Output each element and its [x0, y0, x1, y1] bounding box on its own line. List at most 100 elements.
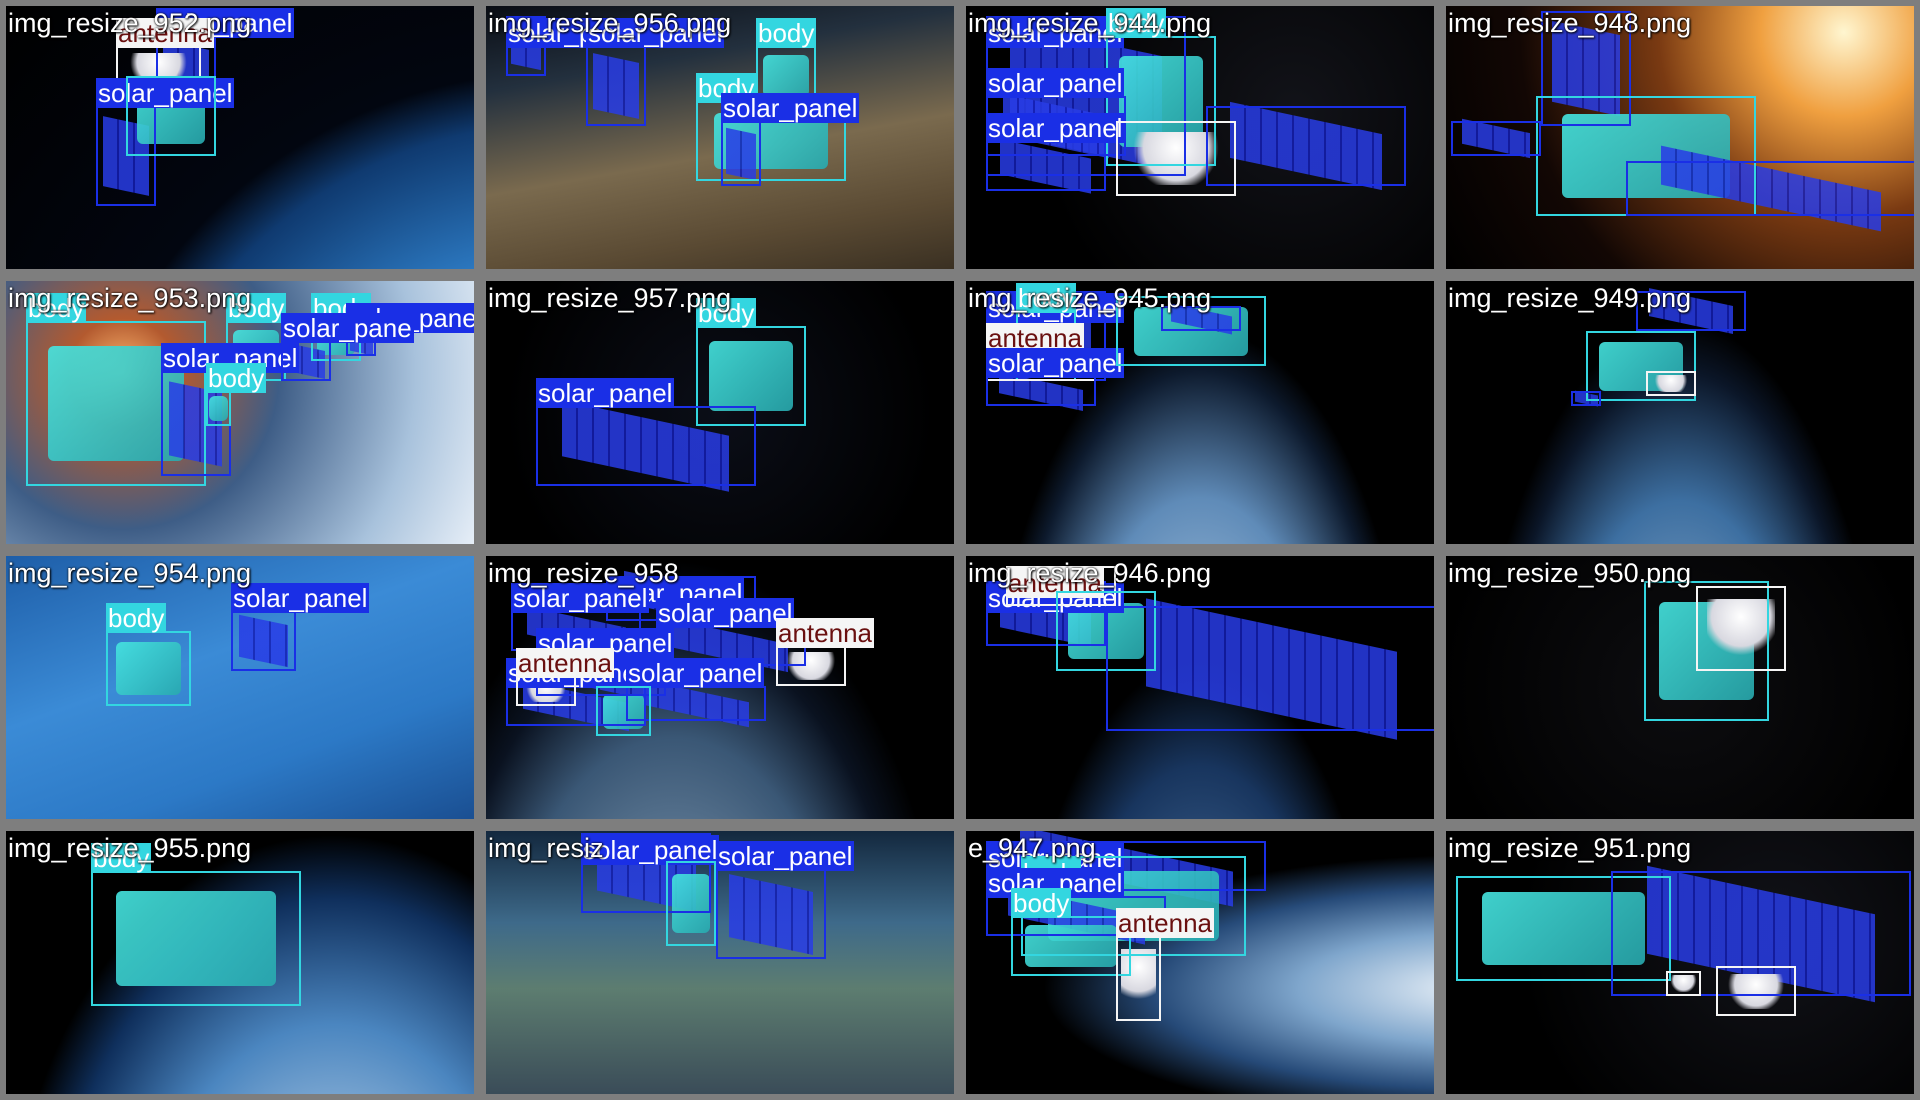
- solar-panel-bbox: [1541, 11, 1631, 126]
- body-bbox: body: [206, 363, 267, 426]
- image-filename: img_resize_948.png: [1448, 8, 1692, 38]
- body-bbox: [1456, 876, 1671, 981]
- bbox-class-label: body: [1016, 283, 1077, 313]
- solar-panel-bbox: solar_panel: [231, 583, 370, 671]
- bbox-class-label: antenna: [1116, 908, 1214, 938]
- bbox-class-label: body: [756, 18, 817, 48]
- antenna-shape: [1670, 974, 1697, 993]
- image-filename: img_resize_950.png: [1448, 558, 1692, 588]
- bbox-class-label: solar_panel: [586, 18, 725, 48]
- detection-tile[interactable]: img_resize_945.pngsolar_panelbodyantenna…: [960, 275, 1440, 550]
- solar-panel-bbox: [1611, 871, 1911, 996]
- antenna-shape: [1652, 374, 1690, 393]
- satellite-body-shape: [602, 693, 645, 729]
- antenna-bbox: [1646, 371, 1696, 396]
- body-bbox: body: [106, 603, 191, 706]
- antenna-bbox: [1696, 586, 1786, 671]
- image-filename: img_resize_955.png: [8, 833, 252, 863]
- detection-tile[interactable]: img_resize_952.png solar_panel antenna sola…: [0, 0, 480, 275]
- solar-panel-bbox: solar_panel: [986, 113, 1125, 191]
- antenna-shape: [1706, 598, 1776, 659]
- satellite-body-shape: [709, 341, 793, 411]
- image-filename: img_resize_952.png: [8, 8, 252, 38]
- detection-tile[interactable]: img_resize_949.png: [1440, 275, 1920, 550]
- body-bbox: body: [756, 18, 817, 106]
- bbox-class-label: body: [91, 843, 152, 873]
- image-filename: img_resize_949.png: [1448, 283, 1692, 313]
- solar-panel-bbox: solar_panel: [986, 348, 1125, 406]
- solar-panel-bbox: [1451, 121, 1541, 156]
- detection-tile[interactable]: img_resize_958 solar_panel solar_panel sola…: [480, 550, 960, 825]
- detection-tile[interactable]: img_resize_946.png solar_panel antenna: [960, 550, 1440, 825]
- bbox-class-label: body: [26, 293, 87, 323]
- body-bbox: body: [91, 843, 301, 1006]
- antenna-bbox: [1666, 971, 1701, 996]
- bbox-class-label: body: [1011, 888, 1072, 918]
- antenna-bbox: antenna: [776, 618, 874, 686]
- bbox-class-label: body: [206, 363, 267, 393]
- satellite-body-shape: [672, 873, 710, 934]
- solar-panel-bbox: solar_panel: [626, 658, 766, 721]
- body-bbox: body: [1106, 8, 1216, 166]
- bbox-class-label: solar_panel: [511, 583, 650, 613]
- solar-panel-bbox: solar_panel: [511, 583, 650, 651]
- detection-tile[interactable]: img_resize_950.png: [1440, 550, 1920, 825]
- satellite-body-shape: [116, 891, 276, 986]
- antenna-shape: [1121, 948, 1156, 1009]
- bbox-class-label: solar_panel: [986, 348, 1125, 378]
- solar-panel-bbox: solar_panel: [536, 378, 756, 486]
- antenna-bbox: antenna: [1116, 908, 1214, 1021]
- bbox-class-label: solar_panel: [536, 378, 675, 408]
- antenna-bbox: [1716, 966, 1796, 1016]
- image-filename: img_resize_957.png: [488, 283, 732, 313]
- satellite-body-shape: [763, 55, 809, 97]
- detection-tile[interactable]: img_resize_944.png solar_panel body solar_p…: [960, 0, 1440, 275]
- image-filename: img_resize_954.png: [8, 558, 252, 588]
- detection-tile[interactable]: img_resize_953.png body body body solar_pane…: [0, 275, 480, 550]
- scene-image: [1446, 281, 1914, 544]
- body-bbox: body: [1011, 888, 1131, 976]
- body-bbox: [126, 76, 216, 156]
- detection-tile[interactable]: img_resize_955.png body: [0, 825, 480, 1100]
- body-bbox: [666, 861, 716, 946]
- body-bbox: [596, 686, 651, 736]
- image-filename: img_resize_958: [488, 558, 679, 588]
- solar-panel-bbox: [1626, 161, 1914, 216]
- solar-panel-bbox: solar_panel: [581, 833, 720, 913]
- antenna-bbox: antenna: [1006, 566, 1116, 606]
- detection-tile[interactable]: img_resize_951.png: [1440, 825, 1920, 1100]
- image-filename: e_947.png: [968, 833, 1096, 863]
- bbox-class-label: solar_panel: [986, 113, 1125, 143]
- bbox-class-label: body: [226, 293, 287, 323]
- bbox-class-label: solar_panel: [581, 835, 720, 865]
- detection-tile[interactable]: e_947.pngsolar_panelbodysolar_panelbodya…: [960, 825, 1440, 1100]
- bbox-class-label: body: [696, 298, 757, 328]
- bbox-class-label: solar_panel: [656, 598, 795, 628]
- satellite-body-shape: [116, 642, 181, 695]
- solar-panel-bbox: solar_panel: [721, 93, 860, 186]
- detection-tile[interactable]: img_resiz solar_panel solar_panel: [480, 825, 960, 1100]
- solar-panel-bbox: solar_panel: [986, 68, 1126, 156]
- image-filename: img_resize_953.png: [8, 283, 252, 313]
- bbox-class-label: solar_panel: [231, 583, 370, 613]
- solar-panel-bbox: solar_panel: [96, 78, 235, 206]
- body-bbox: body: [26, 293, 206, 486]
- body-bbox: body: [696, 298, 806, 426]
- scene-image: [6, 6, 474, 269]
- image-filename: img_resize_951.png: [1448, 833, 1692, 863]
- antenna-bbox: [1116, 121, 1236, 196]
- bbox-class-label: antenna: [516, 648, 614, 678]
- solar-panel-bbox: [1106, 606, 1434, 731]
- detection-tile[interactable]: img_resize_948.png: [1440, 0, 1920, 275]
- solar-panel-bbox: [1571, 391, 1601, 406]
- satellite-body-shape: [209, 396, 228, 421]
- bbox-class-label: body: [1106, 8, 1167, 38]
- detection-tile[interactable]: img_resize_957.png body solar_panel: [480, 275, 960, 550]
- solar-panel-bbox: solar_panel: [716, 841, 855, 959]
- bbox-class-label: solar_panel: [626, 658, 765, 688]
- image-filename: img_resiz: [488, 833, 604, 863]
- detection-tile[interactable]: img_resize_956.png solar_panel solar_panel…: [480, 0, 960, 275]
- image-filename: img_resize_944.png: [968, 8, 1212, 38]
- image-filename: img_resize_946.png: [968, 558, 1212, 588]
